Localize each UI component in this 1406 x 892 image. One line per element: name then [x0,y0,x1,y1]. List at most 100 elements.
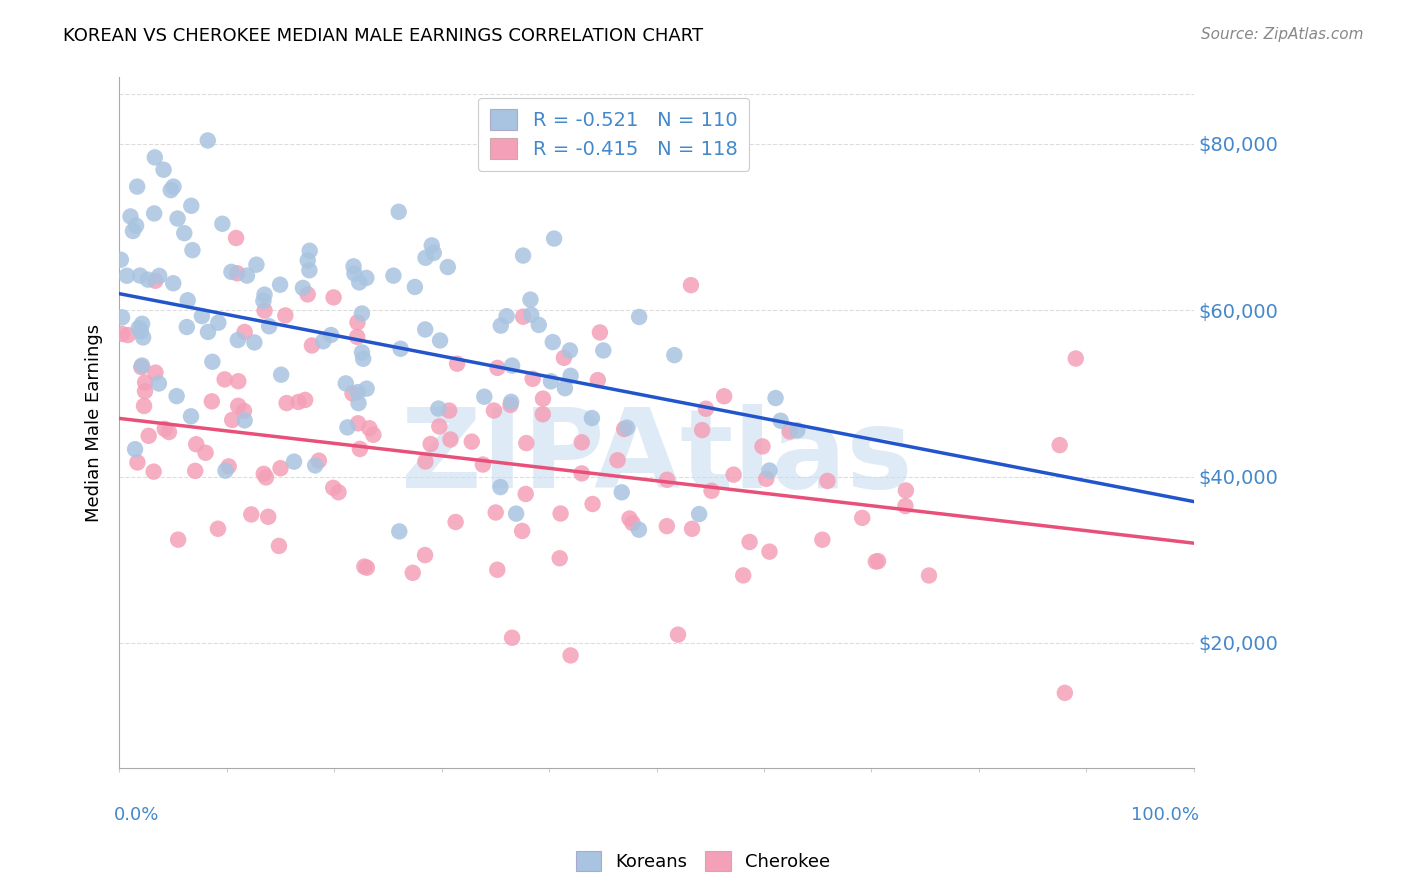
Point [233,325,256,339]
Point [233,413,256,427]
Point [865,555,887,569]
Point [245,258,267,272]
Point [550,507,572,521]
Point [894,483,917,498]
Point [522,372,544,386]
Point [253,303,276,318]
Point [404,280,426,294]
Point [851,511,873,525]
Point [226,333,249,347]
Point [1053,686,1076,700]
Point [571,435,593,450]
Point [129,324,152,338]
Point [350,306,373,320]
Point [817,474,839,488]
Point [346,315,368,329]
Point [253,287,276,301]
Point [713,389,735,403]
Point [162,277,184,291]
Point [218,459,240,474]
Point [429,334,451,348]
Point [132,330,155,344]
Point [322,290,344,304]
Point [758,544,780,558]
Point [298,263,321,277]
Point [501,359,523,373]
Point [225,231,247,245]
Point [446,357,468,371]
Point [226,266,249,280]
Point [287,395,309,409]
Point [751,439,773,453]
Point [700,483,723,498]
Point [359,421,381,435]
Point [415,251,437,265]
Point [115,268,138,283]
Point [519,293,541,307]
Point [148,268,170,283]
Point [499,398,522,412]
Point [733,568,755,582]
Point [257,509,280,524]
Point [738,535,761,549]
Point [541,335,564,350]
Point [437,403,460,417]
Point [342,386,364,401]
Point [120,210,142,224]
Point [257,319,280,334]
Point [610,485,633,500]
Point [388,204,411,219]
Point [252,293,274,308]
Y-axis label: Median Male Earnings: Median Male Earnings [86,324,103,522]
Point [173,226,195,240]
Point [690,423,713,437]
Point [342,260,364,274]
Point [236,268,259,283]
Point [134,376,156,390]
Point [402,566,425,580]
Point [389,342,412,356]
Point [666,627,689,641]
Point [482,403,505,417]
Point [214,464,236,478]
Point [207,522,229,536]
Point [439,433,461,447]
Point [346,330,368,344]
Point [621,516,644,530]
Point [343,267,366,281]
Point [143,206,166,220]
Point [531,392,554,406]
Point [328,485,350,500]
Point [134,384,156,399]
Point [512,249,534,263]
Point [142,465,165,479]
Point [131,317,153,331]
Point [336,420,359,434]
Point [304,458,326,473]
Point [132,399,155,413]
Point [353,559,375,574]
Point [181,243,204,257]
Point [664,348,686,362]
Point [143,274,166,288]
Point [349,442,371,456]
Point [346,385,368,400]
Point [619,511,641,525]
Point [117,328,139,343]
Point [143,150,166,164]
Point [520,308,543,322]
Point [688,507,710,521]
Point [221,265,243,279]
Point [515,487,537,501]
Point [779,425,801,439]
Point [540,375,562,389]
Point [270,461,292,475]
Point [232,404,254,418]
Point [184,464,207,478]
Point [489,318,512,333]
Point [243,335,266,350]
Point [276,396,298,410]
Point [560,648,582,663]
Point [558,343,581,358]
Point [420,238,443,252]
